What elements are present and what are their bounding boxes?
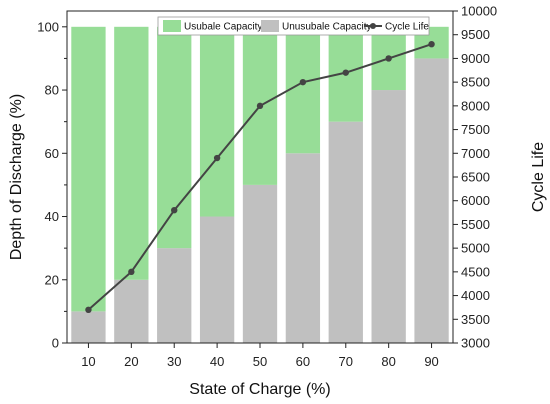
y2-axis-title: Cycle Life: [530, 142, 547, 212]
cycle-life-point-50: [256, 102, 264, 110]
legend-swatch-usubale-capacity: [163, 20, 181, 32]
bar-unusable-60: [285, 153, 321, 343]
x-tick-label-90: 90: [424, 354, 438, 369]
bar-unusable-40: [199, 216, 235, 343]
legend-swatch-unusubale-capacity: [261, 20, 279, 32]
y-tick-label-60: 60: [45, 146, 59, 161]
x-tick-label-60: 60: [296, 354, 310, 369]
y-tick-label-0: 0: [52, 336, 59, 351]
bar-usable-10: [71, 26, 106, 312]
legend-label-unusubale-capacity: Unusubale Capacity: [282, 22, 372, 33]
cycle-life-point-20: [128, 268, 135, 276]
bar-usable-30: [157, 26, 192, 249]
y2-tick-label-9500: 9500: [461, 27, 490, 42]
x-tick-label-40: 40: [210, 354, 224, 369]
y2-tick-label-7000: 7000: [461, 146, 490, 161]
cycle-life-point-40: [213, 154, 221, 162]
cycle-life-point-70: [342, 69, 349, 76]
x-tick-label-20: 20: [124, 354, 138, 369]
axes-layer: 0 20 40 60 80 100 3000 3500 4000 4500 5000 5500 6000…: [37, 4, 497, 370]
y2-tick-label-4500: 4500: [461, 264, 490, 279]
y2-tick-label-6500: 6500: [461, 170, 490, 185]
x-tick-label-10: 10: [81, 354, 95, 369]
x-tick-label-50: 50: [253, 354, 267, 369]
bar-usable-40: [199, 26, 235, 217]
x-axis-title: State of Charge (%): [189, 381, 330, 398]
bar-usable-60: [285, 26, 321, 154]
y-axis-title: Depth of Discharge (%): [8, 94, 25, 260]
bar-unusable-20: [114, 279, 149, 343]
legend-box: [157, 16, 430, 36]
y-tick-label-40: 40: [45, 209, 59, 224]
x-tick-label-70: 70: [339, 354, 353, 369]
y2-tick-label-3500: 3500: [461, 312, 490, 327]
y2-tick-label-8000: 8000: [461, 98, 490, 113]
y2-tick-label-8500: 8500: [461, 75, 490, 90]
y-tick-label-100: 100: [37, 19, 59, 34]
bar-unusable-70: [328, 121, 363, 344]
y2-tick-label-5000: 5000: [461, 241, 490, 256]
x-tick-label-30: 30: [167, 354, 181, 369]
y2-tick-label-3000: 3000: [461, 336, 490, 351]
legend-marker-cycle-life: [370, 23, 376, 29]
legend-label-cycle-life: Cycle Life: [385, 22, 429, 33]
y2-tick-label-7500: 7500: [461, 122, 490, 137]
y-tick-label-80: 80: [45, 83, 59, 98]
bar-unusable-80: [371, 90, 406, 343]
cycle-life-point-80: [385, 55, 392, 62]
cycle-life-point-60: [299, 78, 307, 86]
bar-unusable-90: [414, 58, 449, 344]
bars-layer: [71, 26, 449, 344]
cycle-life-point-10: [85, 306, 92, 313]
bar-usable-20: [114, 26, 149, 280]
legend: Usubale Capacity Unusubale Capacity Cycle …: [157, 16, 430, 36]
bar-unusable-50: [242, 184, 278, 343]
bar-unusable-30: [157, 248, 192, 343]
y-tick-label-20: 20: [45, 272, 59, 287]
cycle-life-point-30: [171, 207, 178, 214]
y2-tick-label-5500: 5500: [461, 217, 490, 232]
cycle-life-point-90: [428, 41, 435, 48]
y2-tick-label-4000: 4000: [461, 288, 490, 303]
bar-unusable-10: [71, 311, 106, 343]
y2-tick-label-9000: 9000: [461, 51, 490, 66]
legend-label-usubale-capacity: Usubale Capacity: [184, 22, 262, 33]
y2-tick-label-10000: 10000: [461, 4, 497, 19]
y2-tick-label-6000: 6000: [461, 193, 490, 208]
x-tick-label-80: 80: [381, 354, 395, 369]
cycle-life-line-layer: [85, 41, 435, 313]
